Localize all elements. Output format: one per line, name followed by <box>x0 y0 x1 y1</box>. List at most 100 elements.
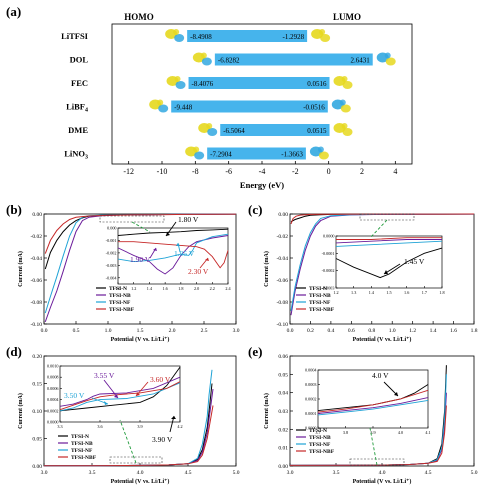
inset-series-line <box>59 366 181 412</box>
inset-y-tick-label: 0.0002 <box>47 408 59 413</box>
arrow-head <box>171 416 176 419</box>
legend-label: TFSI-N <box>309 428 327 434</box>
homo-value: -8.4076 <box>192 80 214 88</box>
arrow-head <box>104 401 108 405</box>
inset-y-tick-label: -0.003 <box>106 263 117 268</box>
lumo-orbital-icon <box>320 34 331 42</box>
lumo-value: 2.6431 <box>350 57 370 65</box>
lumo-orbital-icon <box>384 52 391 59</box>
inset-series-line <box>335 240 443 247</box>
inset-x-tick-label: 3.8 <box>343 430 348 435</box>
x-tick-label: 4.5 <box>185 470 192 476</box>
lumo-orbital-icon <box>339 99 346 106</box>
x-tick-label: 0.2 <box>307 328 314 334</box>
lumo-value: -1.2928 <box>283 33 305 41</box>
x-axis-label: Potential (V vs. Li/Li⁺) <box>353 478 412 485</box>
x-tick-label: 4.5 <box>425 470 432 476</box>
inset-y-tick-label: 0.0003 <box>305 382 317 387</box>
zoom-region <box>359 213 415 221</box>
inset-y-tick-label: -0.004 <box>106 275 118 280</box>
y-tick-label: 0.01 <box>278 446 288 452</box>
y-tick-label: -0.04 <box>277 256 289 262</box>
arrow-head <box>136 392 140 396</box>
lumo-header: LUMO <box>333 12 361 22</box>
y-tick-label: -0.06 <box>31 278 43 284</box>
series-line <box>290 213 475 225</box>
lumo-orbital-icon <box>341 76 348 82</box>
y-tick-label: 0.06 <box>278 354 288 360</box>
inset-series-line <box>317 389 429 413</box>
x-tick-label: 5.0 <box>471 470 478 476</box>
x-tick-label: 1.0 <box>389 328 396 334</box>
inset-x-tick-label: 1.4 <box>147 286 153 291</box>
energy-gap-bar <box>188 77 330 89</box>
x-tick-label: -8 <box>192 167 199 176</box>
zoom-arrow <box>369 427 378 466</box>
annotation-label: 1.80 V <box>178 215 199 224</box>
y-axis-label: Current (mA) <box>17 393 24 429</box>
inset-y-tick-label: 0.0001 <box>305 411 317 416</box>
y-tick-label: -0.02 <box>277 234 289 240</box>
inset-series-line <box>117 233 229 263</box>
homo-orbital-icon <box>207 128 218 136</box>
legend-label: TFSI-NBF <box>109 307 135 313</box>
lumo-orbital-icon <box>319 29 326 35</box>
panel-label-e: (e) <box>248 344 262 359</box>
inset-y-tick-label: 0.000 <box>107 226 116 231</box>
inset-x-tick-label: 4.1 <box>425 430 430 435</box>
x-tick-label: 0.0 <box>287 328 294 334</box>
inset-y-tick-label: 0.0000 <box>305 426 317 431</box>
x-tick-label: 3.5 <box>333 470 340 476</box>
legend-label: TFSI-NBF <box>71 455 97 461</box>
x-tick-label: -2 <box>292 167 299 176</box>
lumo-orbital-icon <box>318 151 329 160</box>
annotation-label: 3.55 V <box>94 371 115 380</box>
y-tick-label: -0.10 <box>31 322 43 328</box>
inset-series-line <box>118 241 229 269</box>
arrow-head <box>153 248 157 251</box>
homo-orbital-icon <box>158 104 169 113</box>
y-tick-label: 0.20 <box>32 354 42 360</box>
inset-y-tick-label: 0.0008 <box>47 375 59 380</box>
annotation-label: 2.30 V <box>188 267 209 276</box>
y-tick-label: -0.08 <box>277 300 289 306</box>
homo-orbital-icon <box>157 99 164 106</box>
legend-label: TFSI-NB <box>309 435 331 441</box>
annotation-label: 1.95 V <box>174 249 195 258</box>
annotation-label: 3.50 V <box>64 391 85 400</box>
y-tick-label: 0.03 <box>278 409 288 415</box>
y-tick-label: 0.00 <box>278 212 288 218</box>
homo-value: -6.5064 <box>223 127 245 135</box>
molecule-label: LiBF4 <box>66 102 88 114</box>
annotation-arrow <box>103 379 119 399</box>
zoom-region <box>349 458 405 466</box>
arrow-head <box>384 270 388 274</box>
y-tick-label: 0.05 <box>278 372 288 378</box>
legend-label: TFSI-NB <box>71 441 93 447</box>
x-tick-label: 1.0 <box>105 328 112 334</box>
inset-series-line <box>117 228 229 236</box>
inset-x-tick-label: 1.8 <box>178 286 183 291</box>
arrow-head <box>114 394 118 398</box>
homo-value: -6.8282 <box>218 57 240 65</box>
y-axis-label: Current (mA) <box>17 251 24 287</box>
molecule-label: LiTFSI <box>61 31 89 41</box>
homo-orbital-icon <box>174 34 185 42</box>
inset-y-tick-label: -0.001 <box>106 238 117 243</box>
inset-x-tick-label: 1.3 <box>351 290 356 295</box>
y-tick-label: 0.05 <box>32 437 42 443</box>
inset-frame <box>317 369 429 429</box>
x-tick-label: 3.0 <box>41 470 48 476</box>
y-tick-label: -0.02 <box>31 234 43 240</box>
inset-series-line <box>336 237 442 240</box>
x-tick-label: 0.0 <box>41 328 48 334</box>
inset-x-tick-label: 4.0 <box>398 430 403 435</box>
legend-label: TFSI-NB <box>309 293 331 299</box>
panel-label-d: (d) <box>6 344 22 359</box>
energy-level-chart: -12 -10 -8 -6 -4 -2 0 2 4 LiTFSI -8.4908 -1.2928 DOL… <box>61 23 413 176</box>
inset-y-tick-label: 0.0000 <box>323 234 335 239</box>
y-tick-label: 0.00 <box>32 464 42 470</box>
arrow-head <box>176 243 180 246</box>
lumo-value: -1.3663 <box>281 151 303 159</box>
annotation-label: 1.90 V <box>130 255 151 264</box>
